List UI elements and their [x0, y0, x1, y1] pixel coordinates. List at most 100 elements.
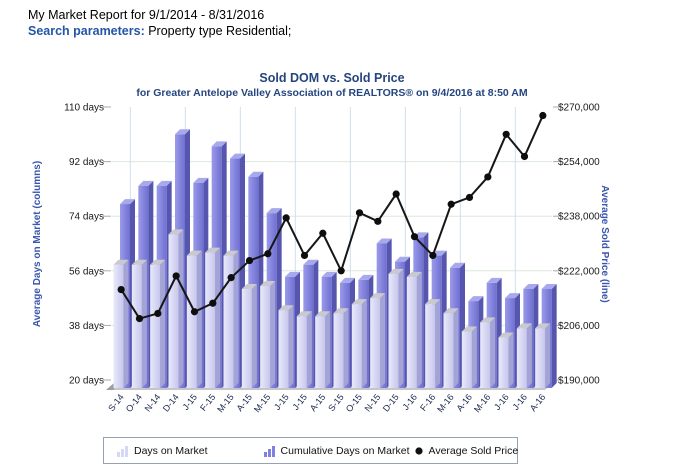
bar-days-on-market-side: [471, 326, 477, 388]
dot-icon: [414, 446, 423, 455]
price-point: [319, 229, 327, 237]
search-parameters-value: Property type Residential;: [148, 24, 292, 38]
x-axis-tick-label: J-16: [510, 392, 529, 412]
bar-days-on-market-top: [351, 299, 367, 305]
bar-days-on-market-side: [306, 311, 312, 388]
bar-days-on-market-side: [196, 250, 202, 388]
right-axis-tick-label: $254,000: [558, 157, 600, 168]
bar-days-on-market-top: [498, 332, 514, 338]
legend-item-average-sold-price: Average Sold Price: [414, 445, 518, 457]
search-parameters-label: Search parameters:: [28, 24, 145, 38]
right-axis-tick-label: $190,000: [558, 376, 600, 387]
price-point: [117, 285, 125, 294]
bar-cumulative-days-on-market-top: [523, 284, 539, 289]
bar-days-on-market-top: [315, 311, 331, 317]
bar-days-on-market-top: [131, 259, 147, 265]
bar-days-on-market: [516, 328, 527, 388]
bar-days-on-market: [315, 316, 326, 388]
x-axis-tick-label: A-16: [528, 392, 548, 413]
bar-days-on-market: [333, 313, 344, 388]
chart-legend: Days on Market Cumulative Days on Market…: [103, 437, 518, 464]
bar-days-on-market-top: [461, 326, 477, 332]
bar-cumulative-days-on-market-top: [266, 208, 282, 214]
x-axis-tick-label: D-14: [161, 392, 181, 414]
price-point: [264, 250, 272, 258]
bar-days-on-market-top: [388, 268, 404, 274]
bar-cumulative-days-on-market-top: [395, 256, 410, 262]
bar-days-on-market-top: [425, 299, 441, 305]
bar-days-on-market-top: [516, 323, 532, 329]
bar-days-on-market: [480, 322, 491, 388]
price-point: [539, 111, 547, 120]
x-axis-tick-label: J-15: [272, 392, 291, 412]
bar-days-on-market-side: [545, 323, 551, 388]
x-axis-tick-label: S-15: [326, 392, 346, 413]
price-point: [355, 209, 364, 217]
bar-cumulative-days-on-market-top: [120, 199, 135, 205]
bar-cumulative-days-on-market-top: [156, 180, 172, 186]
left-axis-title: Average Days on Market (columns): [32, 161, 43, 327]
bar-days-on-market: [388, 273, 399, 388]
bar-cumulative-days-on-market-top: [285, 271, 300, 277]
bar-cumulative-days-on-market-top: [321, 271, 337, 277]
right-axis-tick-label: $222,000: [558, 266, 600, 277]
x-axis-tick-label: A-15: [308, 392, 328, 413]
legend-item-days-on-market: Days on Market: [116, 445, 208, 457]
bar-days-on-market-side: [325, 311, 331, 388]
bar-cumulative-days-on-market-top: [138, 180, 154, 186]
x-axis-tick-label: J-16: [492, 392, 511, 412]
bar-days-on-market-side: [123, 259, 129, 388]
bar-days-on-market-side: [380, 293, 386, 388]
price-line: [120, 115, 544, 320]
bar-cumulative-days-on-market-top: [358, 274, 374, 280]
price-point: [300, 251, 309, 260]
bar-days-on-market-side: [361, 299, 367, 388]
price-point: [172, 272, 180, 280]
x-axis-tick-label: A-15: [234, 392, 254, 413]
right-axis-title: Average Sold Price (line): [599, 185, 610, 302]
x-axis-tick-label: M-15: [215, 392, 236, 414]
price-point: [154, 309, 162, 318]
bar-cumulative-days-on-market-top: [175, 129, 190, 135]
floor-edge: [106, 383, 114, 390]
bar-days-on-market: [113, 264, 124, 388]
legend-label: Days on Market: [134, 444, 208, 457]
bar-days-on-market: [443, 313, 454, 388]
legend-item-cumulative-dom: Cumulative Days on Market: [263, 445, 410, 457]
bar-cumulative-days-on-market-top: [505, 293, 520, 299]
bar-days-on-market-top: [535, 323, 551, 329]
bar-days-on-market-side: [160, 259, 166, 388]
column-chart-icon: [117, 445, 128, 457]
bar-cumulative-days-on-market: [248, 176, 259, 388]
bar-days-on-market-top: [168, 229, 184, 235]
bar-days-on-market-side: [178, 229, 184, 388]
price-point: [429, 251, 437, 260]
bar-days-on-market-top: [113, 259, 129, 265]
bar-days-on-market-side: [251, 284, 257, 388]
bar-days-on-market: [370, 298, 381, 388]
price-point: [447, 200, 455, 208]
bar-days-on-market-side: [288, 305, 294, 388]
x-axis-tick-label: O-15: [344, 392, 364, 414]
left-axis-tick-label: 56 days: [69, 266, 104, 277]
x-axis-tick-label: J-15: [180, 392, 199, 412]
bar-days-on-market-side: [453, 308, 459, 388]
bar-days-on-market-top: [406, 271, 422, 277]
price-point: [410, 233, 419, 241]
price-point: [465, 193, 474, 202]
bar-days-on-market: [535, 328, 546, 388]
bar-days-on-market: [223, 255, 234, 388]
bar-cumulative-days-on-market-top: [486, 277, 502, 283]
x-axis-tick-label: S-14: [106, 392, 126, 413]
right-axis-tick-label: $270,000: [558, 103, 600, 114]
bar-days-on-market: [425, 304, 436, 388]
chart-title: Sold DOM vs. Sold Price: [259, 71, 405, 85]
price-point: [502, 130, 510, 138]
bar-days-on-market-top: [186, 250, 202, 256]
bar-days-on-market: [406, 276, 417, 388]
right-axis-tick-label: $238,000: [558, 212, 600, 223]
bar-days-on-market: [278, 310, 289, 388]
x-axis-tick-label: O-14: [124, 392, 144, 414]
bar-cumulative-days-on-market-top: [248, 171, 264, 177]
